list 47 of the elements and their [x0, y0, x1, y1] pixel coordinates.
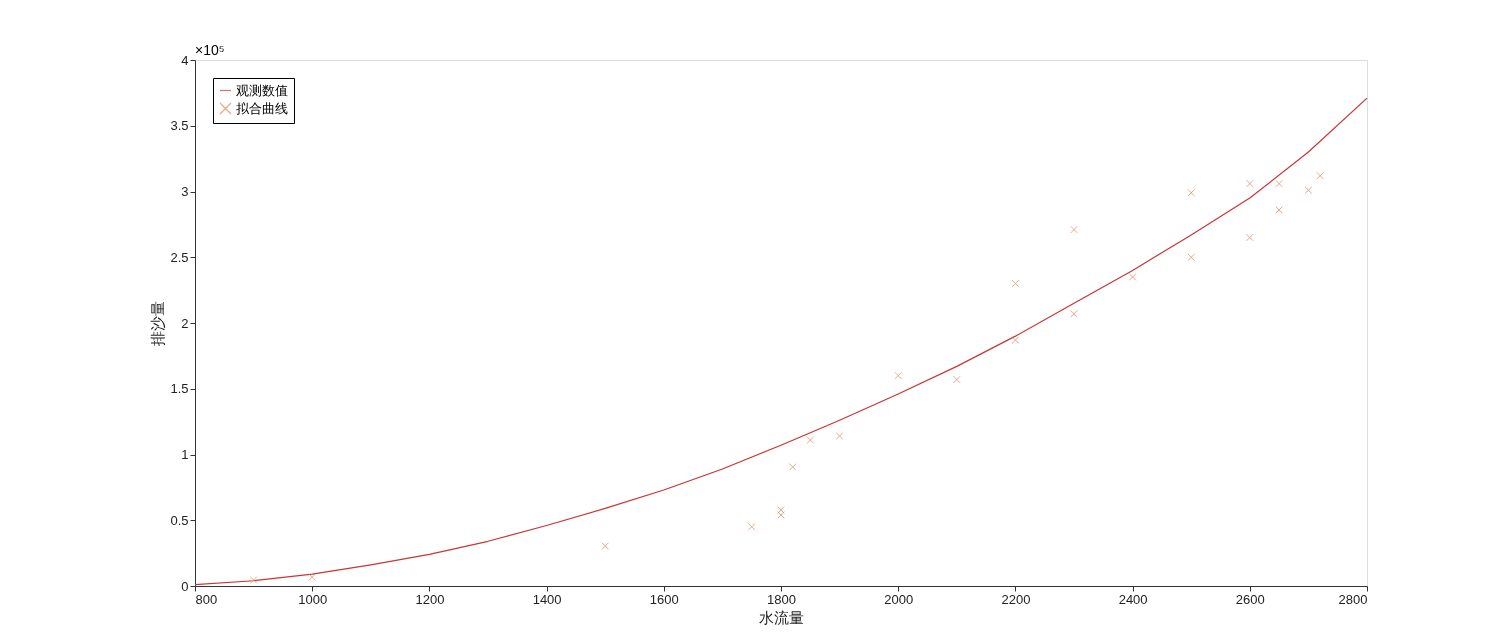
- x-tick-label: 2400: [1118, 591, 1148, 607]
- y-tick-label: 0.5: [170, 512, 189, 528]
- y-axis-title: 排沙量: [149, 301, 167, 346]
- x-tick-label: 2000: [884, 591, 914, 607]
- y-tick-label: 3.5: [170, 118, 189, 134]
- point: [1070, 225, 1078, 234]
- point: [835, 432, 844, 440]
- point: [1245, 233, 1254, 242]
- point: [952, 375, 961, 384]
- legend-label: 拟合曲线: [236, 100, 288, 116]
- x-tick-label: 1200: [415, 591, 445, 607]
- point: [1011, 336, 1020, 344]
- point: [1275, 206, 1283, 214]
- point: [1128, 273, 1137, 281]
- point: [1245, 179, 1254, 188]
- y-tick-label: 2.5: [170, 249, 189, 265]
- point: [1275, 179, 1283, 188]
- legend-label: 观测数值: [236, 82, 288, 98]
- point: [1187, 253, 1196, 262]
- point: [308, 573, 317, 581]
- x-tick-label: 2600: [1235, 591, 1265, 607]
- point: [1070, 309, 1078, 318]
- y-tick-label: 3: [181, 184, 189, 199]
- point: [1304, 186, 1313, 195]
- y-tick-label: 1: [181, 447, 189, 462]
- x-tick-label: 1000: [298, 591, 328, 607]
- y-tick-label: 4: [181, 52, 189, 68]
- point: [747, 522, 756, 531]
- x-tick-label: 800: [195, 591, 218, 607]
- y-tick-label: 0: [181, 578, 189, 594]
- point: [894, 371, 903, 380]
- x-tick-label: 2800: [1338, 591, 1368, 607]
- x-tick-label: 1400: [532, 591, 562, 607]
- point: [788, 463, 797, 471]
- x-tick-label: 1600: [649, 591, 679, 607]
- point: [1187, 188, 1196, 197]
- x-tick-label: 2200: [1001, 591, 1031, 607]
- x-tick-label: 1800: [767, 591, 796, 607]
- x-axis-title: 水流量: [759, 608, 804, 626]
- point: [601, 542, 610, 550]
- point: [806, 436, 815, 444]
- text: ×10⁵: [195, 42, 225, 58]
- y-tick-label: 1.5: [170, 381, 189, 397]
- y-tick-label: 2: [181, 315, 189, 331]
- point: [1011, 279, 1020, 288]
- point: [1316, 171, 1324, 180]
- point: [249, 576, 258, 584]
